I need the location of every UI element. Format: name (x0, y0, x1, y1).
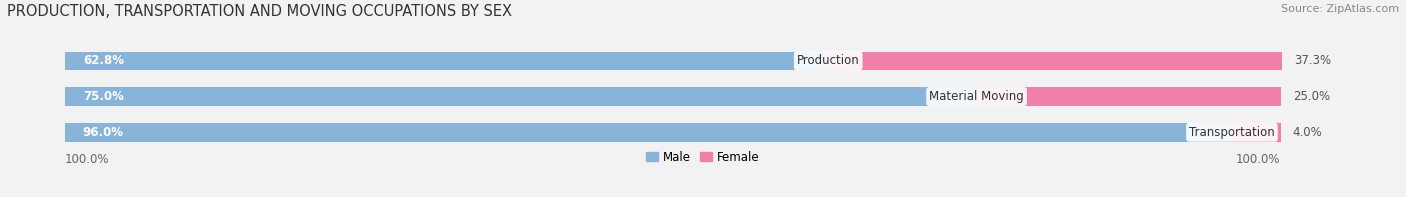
Text: 100.0%: 100.0% (65, 153, 110, 166)
Text: Source: ZipAtlas.com: Source: ZipAtlas.com (1281, 4, 1399, 14)
Bar (977, 87, 1281, 106)
Bar (65, 123, 1232, 141)
Text: Material Moving: Material Moving (929, 90, 1024, 103)
Bar (65, 52, 1281, 70)
Text: 62.8%: 62.8% (83, 54, 124, 67)
Text: 25.0%: 25.0% (1292, 90, 1330, 103)
Bar (65, 123, 1281, 141)
Text: 96.0%: 96.0% (83, 126, 124, 139)
Text: 4.0%: 4.0% (1292, 126, 1323, 139)
Text: PRODUCTION, TRANSPORTATION AND MOVING OCCUPATIONS BY SEX: PRODUCTION, TRANSPORTATION AND MOVING OC… (7, 4, 512, 19)
Text: Transportation: Transportation (1189, 126, 1275, 139)
Text: 75.0%: 75.0% (83, 90, 124, 103)
Text: 100.0%: 100.0% (1236, 153, 1281, 166)
Bar (65, 87, 977, 106)
Text: 37.3%: 37.3% (1294, 54, 1331, 67)
Text: Production: Production (797, 54, 859, 67)
Legend: Male, Female: Male, Female (641, 146, 765, 168)
Bar (828, 52, 1282, 70)
Bar (1232, 123, 1281, 141)
Bar (65, 52, 828, 70)
Bar (65, 87, 1281, 106)
